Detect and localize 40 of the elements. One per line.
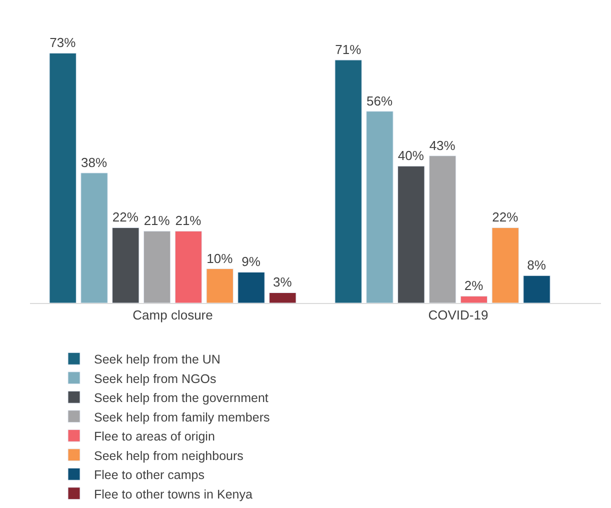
data-label: 22% <box>492 210 519 225</box>
data-label: 71% <box>335 42 362 57</box>
bar <box>269 292 296 303</box>
bar <box>112 227 140 303</box>
legend-label: Seek help from NGOs <box>94 372 216 386</box>
bar <box>366 111 394 303</box>
legend-label: Seek help from the government <box>94 391 269 405</box>
data-label: 10% <box>206 250 234 266</box>
bar <box>460 296 488 303</box>
data-label: 43% <box>429 138 456 153</box>
bar <box>428 156 456 303</box>
bar <box>206 268 234 303</box>
bar <box>334 60 362 303</box>
legend-label: Flee to other towns in Kenya <box>94 487 252 502</box>
legend-label: Seek help from neighbours <box>94 448 244 463</box>
bar <box>523 275 550 303</box>
legend-label: Seek help from the UN <box>94 352 220 366</box>
bar <box>174 230 202 303</box>
bar <box>143 230 171 303</box>
data-label: 21% <box>144 213 170 228</box>
legend-label: Seek help from family members <box>94 410 270 424</box>
bar <box>80 172 108 303</box>
data-label: 8% <box>527 258 546 273</box>
data-label: 40% <box>398 148 424 164</box>
data-label: 56% <box>366 93 393 108</box>
bar <box>492 227 519 303</box>
bar <box>238 272 265 303</box>
legend-label: Flee to areas of origin <box>94 430 215 444</box>
bar <box>398 166 425 303</box>
data-label: 21% <box>175 213 202 228</box>
data-label: 73% <box>50 35 76 50</box>
data-label: 22% <box>112 210 139 225</box>
x-tick-label: COVID-19 <box>428 308 488 323</box>
bar <box>49 52 76 303</box>
legend-label: Flee to other camps <box>94 468 204 482</box>
data-label: 2% <box>464 278 484 294</box>
data-label: 38% <box>81 154 108 170</box>
data-label: 9% <box>242 254 261 270</box>
data-label: 3% <box>273 274 292 290</box>
x-tick-label: Camp closure <box>132 308 213 323</box>
